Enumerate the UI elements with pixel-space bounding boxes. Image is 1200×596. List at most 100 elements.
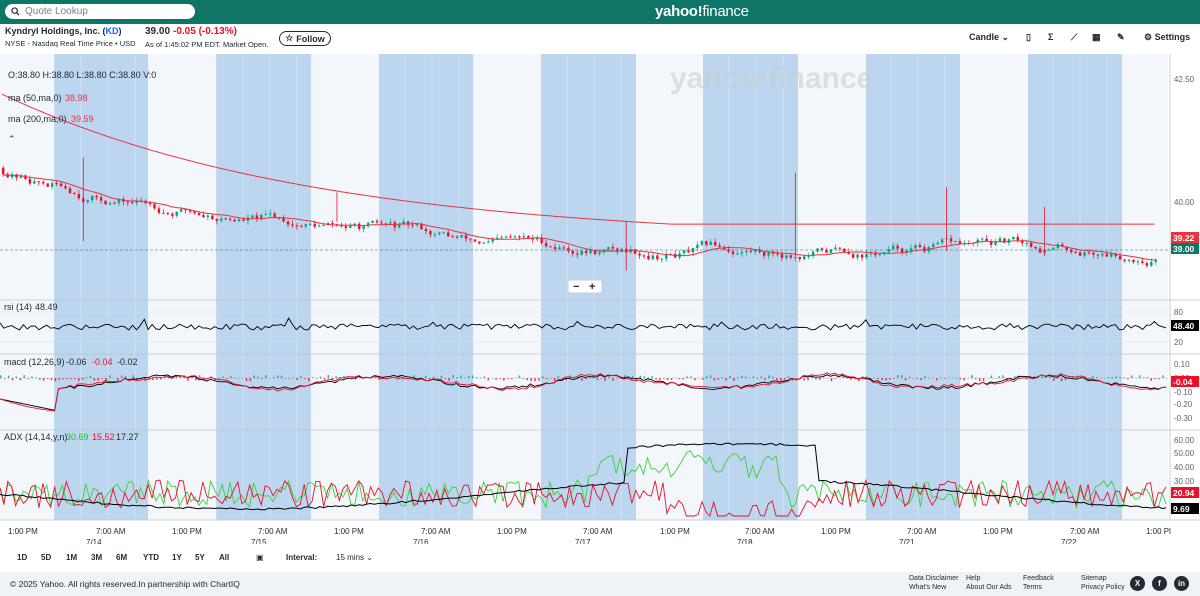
session-band: [1028, 54, 1122, 520]
range-all[interactable]: All: [219, 553, 230, 562]
footer-link-feedback[interactable]: Feedback: [1023, 575, 1054, 582]
macd-histogram-bar: [881, 378, 883, 381]
footer-link-terms[interactable]: Terms: [1023, 584, 1043, 591]
macd-histogram-bar: [694, 378, 696, 381]
date-label: 7/18: [737, 538, 753, 544]
range-1d[interactable]: 1D: [17, 553, 28, 562]
macd-histogram-bar: [873, 377, 876, 379]
candle: [1012, 236, 1015, 240]
candle: [1070, 249, 1073, 252]
candle: [878, 253, 882, 256]
adx-value-1: 30.69: [66, 432, 89, 442]
macd-histogram-bar: [1092, 376, 1094, 379]
macd-histogram-bar: [596, 378, 599, 381]
adx-tick: 30.00: [1174, 477, 1195, 486]
macd-histogram-bar: [752, 376, 755, 379]
range-ytd[interactable]: YTD: [143, 553, 159, 562]
candle: [1087, 252, 1091, 254]
candle: [736, 253, 739, 255]
candle: [994, 241, 997, 245]
footer-link-about-ads[interactable]: About Our Ads: [966, 584, 1012, 591]
macd-histogram-bar: [530, 378, 532, 382]
macd-histogram-bar: [741, 375, 743, 379]
candle: [153, 204, 156, 209]
compare-icon[interactable]: ▯: [1026, 32, 1031, 42]
search-placeholder: Quote Lookup: [25, 6, 88, 17]
zoom-out-button[interactable]: −: [573, 281, 579, 293]
footer-link-sitemap[interactable]: Sitemap: [1081, 575, 1107, 582]
date-label: 7/21: [899, 538, 915, 544]
candle: [909, 248, 913, 251]
settings-button[interactable]: ⚙ Settings: [1144, 32, 1191, 42]
facebook-icon[interactable]: f: [1152, 576, 1167, 591]
macd-histogram-bar: [42, 378, 45, 381]
candle: [705, 241, 708, 245]
candle: [1118, 256, 1122, 260]
macd-histogram-bar: [908, 376, 911, 379]
footer-link-data-disclaimer[interactable]: Data Disclaimer: [909, 575, 959, 582]
ma200-legend[interactable]: ma (200,ma,0): [8, 114, 67, 124]
rsi-legend[interactable]: rsi (14): [4, 302, 32, 312]
candle: [1092, 252, 1095, 255]
macd-histogram-bar: [222, 376, 224, 379]
candle: [709, 241, 712, 245]
candle: [460, 235, 463, 238]
macd-histogram-bar: [854, 378, 856, 380]
macd-value-1: -0.06: [66, 357, 87, 367]
macd-histogram-bar: [507, 378, 509, 380]
macd-histogram-bar: [959, 378, 961, 380]
macd-legend[interactable]: macd (12,26,9): [4, 357, 65, 367]
candle: [1016, 236, 1019, 241]
chart-watermark: yahoo!finance: [670, 62, 873, 95]
trend-icon[interactable]: ⟋: [1071, 32, 1078, 42]
range-5y[interactable]: 5Y: [195, 553, 205, 562]
events-icon[interactable]: ▦: [1092, 32, 1101, 42]
candle: [656, 255, 659, 260]
macd-tick: 0.10: [1174, 360, 1190, 369]
candle: [731, 251, 735, 254]
ma50-legend[interactable]: ma (50,ma,0): [8, 93, 62, 103]
quote-header: Kyndryl Holdings, Inc. (KD) NYSE - Nasda…: [0, 24, 1200, 54]
candle: [509, 236, 512, 238]
ma200-line: [1, 93, 1155, 225]
follow-button[interactable]: ☆ Follow: [279, 31, 331, 46]
draw-icon[interactable]: ✎: [1117, 32, 1125, 42]
range-1m[interactable]: 1M: [66, 553, 78, 562]
indicators-icon[interactable]: Σ: [1048, 32, 1054, 42]
zoom-in-button[interactable]: +: [589, 281, 595, 293]
footer-link-help[interactable]: Help: [966, 575, 981, 582]
candle: [331, 222, 334, 225]
macd-histogram-bar: [939, 377, 942, 379]
candle: [33, 181, 36, 184]
calendar-icon[interactable]: ▣: [256, 553, 264, 562]
range-6m[interactable]: 6M: [116, 553, 128, 562]
candle: [820, 248, 824, 251]
range-3m[interactable]: 3M: [91, 553, 103, 562]
candle: [887, 249, 890, 253]
candle: [233, 219, 236, 222]
macd-histogram-bar: [928, 377, 930, 379]
linkedin-icon[interactable]: in: [1174, 576, 1189, 591]
footer-link-privacy[interactable]: Privacy Policy: [1081, 584, 1125, 591]
search-input[interactable]: Quote Lookup: [5, 4, 195, 19]
adx-legend[interactable]: ADX (14,14,y,n): [4, 432, 67, 442]
chart-canvas[interactable]: yahoo!finance O:38.80 H:38.80 L:38.80 C:…: [0, 54, 1200, 547]
macd-histogram-bar: [850, 378, 852, 380]
ma-price-tag: 39.22: [1173, 233, 1195, 243]
range-5d[interactable]: 5D: [41, 553, 52, 562]
macd-line: [0, 374, 1167, 411]
macd-histogram-bar: [1053, 378, 1055, 381]
stock-chart[interactable]: yahoo!finance O:38.80 H:38.80 L:38.80 C:…: [0, 54, 1200, 547]
footer-link-whats-new[interactable]: What's New: [909, 584, 947, 591]
interval-dropdown[interactable]: 15 mins ⌄: [336, 553, 373, 562]
candle: [825, 250, 828, 253]
candle: [593, 250, 597, 255]
yahoo-finance-logo[interactable]: yahoo!finance: [655, 3, 749, 20]
range-1y[interactable]: 1Y: [172, 553, 182, 562]
collapse-legend-icon[interactable]: ⌃: [8, 134, 16, 144]
x-icon[interactable]: X: [1130, 576, 1145, 591]
candle: [682, 250, 686, 254]
macd-histogram-bar: [885, 378, 887, 381]
chart-type-dropdown[interactable]: Candle ⌄: [969, 32, 1010, 42]
candle: [740, 252, 744, 254]
